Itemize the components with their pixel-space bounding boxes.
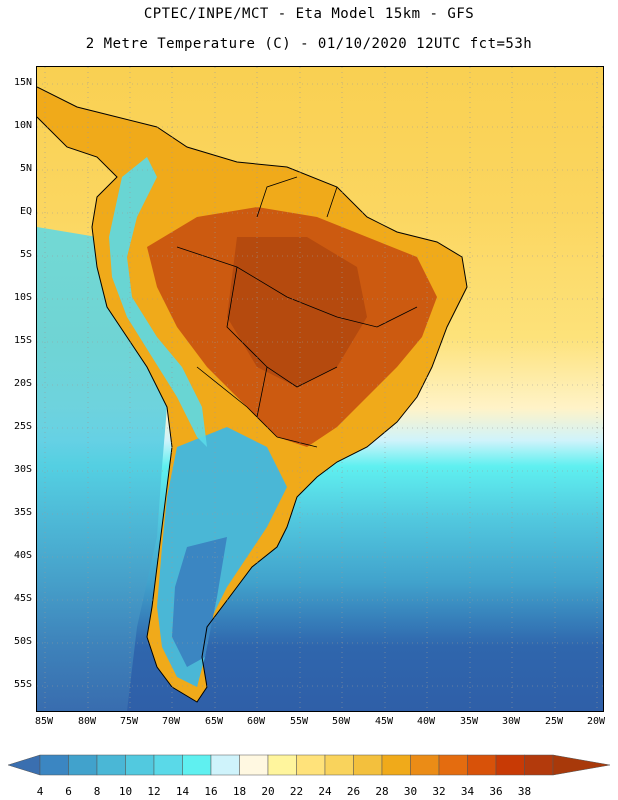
colorbar-segment [96,754,126,776]
colorbar-label-32: 32 [432,785,446,798]
colorbar-label-10: 10 [118,785,133,798]
colorbar-segment [324,754,354,776]
colorbar-label-20: 20 [261,785,275,798]
lon-label-65W: 65W [204,716,224,727]
temperature-map [36,66,604,712]
colorbar-label-12: 12 [147,785,161,798]
title-line-2: 2 Metre Temperature (C) - 01/10/2020 12U… [85,36,533,52]
colorbar-arrow-low [7,754,41,776]
colorbar-segment [438,754,468,776]
colorbar-segment [296,754,326,776]
coastline [37,86,468,703]
colorbar-segment [153,754,183,776]
colorbar-label-8: 8 [93,785,101,798]
lat-label-40S: 40S [13,550,32,561]
lon-label-80W: 80W [77,716,97,727]
lon-label-75W: 75W [119,716,139,727]
lat-label-35S: 35S [13,507,32,518]
lat-label-15S: 15S [13,335,32,346]
map-canvas [37,67,603,711]
lat-label-5N: 5N [19,163,32,174]
lon-label-50W: 50W [331,716,351,727]
lat-label-50S: 50S [13,636,32,647]
colorbar-segment [495,754,525,776]
lat-label-10N: 10N [13,120,32,131]
colorbar-label-4: 4 [36,785,44,798]
lat-label-10S: 10S [13,292,32,303]
colorbar-segment [125,754,155,776]
lat-label-15N: 15N [13,77,32,88]
colorbar-label-16: 16 [204,785,218,798]
colorbar-segment [353,754,383,776]
colorbar-segment [210,754,240,776]
lat-label-5S: 5S [19,249,32,260]
colorbar-label-6: 6 [65,785,72,798]
political-borders [176,176,418,448]
colorbar-label-22: 22 [289,785,304,798]
lat-label-25S: 25S [13,421,32,432]
lon-label-70W: 70W [161,716,181,727]
colorbar-label-36: 36 [489,785,503,798]
colorbar-label-34: 34 [460,785,475,798]
lat-label-EQ: EQ [19,206,32,217]
patagonia-cold-field [172,537,227,667]
lon-label-40W: 40W [416,716,436,727]
lat-label-20S: 20S [13,378,32,389]
lon-label-25W: 25W [544,716,564,727]
lon-label-55W: 55W [289,716,309,727]
colorbar-label-38: 38 [517,785,532,798]
hottest-field [227,237,367,387]
colorbar-label-30: 30 [403,785,418,798]
lon-label-85W: 85W [34,716,54,727]
lat-label-55S: 55S [13,679,32,690]
colorbar-segment [467,754,497,776]
colorbar-label-26: 26 [346,785,361,798]
lat-label-45S: 45S [13,593,32,604]
colorbar-segment [524,754,554,776]
colorbar-label-18: 18 [232,785,247,798]
colorbar-segment [239,754,269,776]
colorbar-segment [182,754,212,776]
lon-label-60W: 60W [246,716,266,727]
lon-label-20W: 20W [586,716,606,727]
title-line-1: CPTEC/INPE/MCT - Eta Model 15km - GFS [143,6,475,22]
colorbar [7,754,611,776]
colorbar-segment [68,754,98,776]
colorbar-segment [39,754,69,776]
andes-cool-ridge [109,157,207,447]
colorbar-label-24: 24 [318,785,332,798]
colorbar-segment [410,754,440,776]
colorbar-arrow-high [552,754,611,776]
lat-label-30S: 30S [13,464,32,475]
colorbar-segment [267,754,297,776]
colorbar-label-28: 28 [375,785,389,798]
lon-label-45W: 45W [374,716,394,727]
lon-label-35W: 35W [459,716,479,727]
lon-label-30W: 30W [501,716,521,727]
colorbar-segment [381,754,411,776]
colorbar-label-14: 14 [175,785,190,798]
